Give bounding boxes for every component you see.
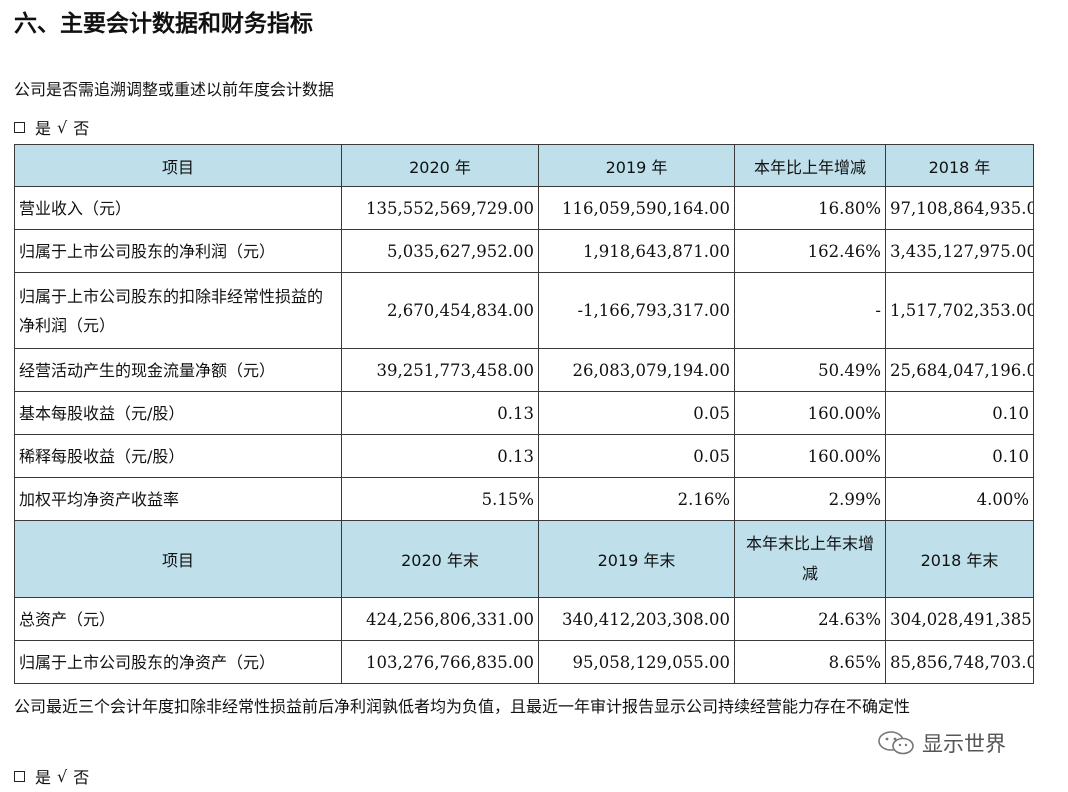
table-row: 归属于上市公司股东的净资产（元） 103,276,766,835.00 95,0…	[14, 640, 1034, 684]
table-row: 归属于上市公司股东的扣除非经常性损益的净利润（元） 2,670,454,834.…	[14, 272, 1034, 349]
watermark: 显示世界	[876, 728, 1006, 758]
row-label: 归属于上市公司股东的净资产（元）	[14, 640, 342, 684]
row-label: 营业收入（元）	[14, 186, 342, 230]
cell-value: 5,035,627,952.00	[341, 229, 539, 273]
cell-value: 3,435,127,975.00	[885, 229, 1034, 273]
cell-value: 50.49%	[734, 348, 886, 392]
header-change-end: 本年末比上年末增减	[734, 520, 886, 598]
table-row: 经营活动产生的现金流量净额（元） 39,251,773,458.00 26,08…	[14, 348, 1034, 392]
cell-value: 2.99%	[734, 477, 886, 521]
cell-value: 2.16%	[538, 477, 735, 521]
cell-value: 1,517,702,353.00	[885, 272, 1034, 349]
cell-value: 340,412,203,308.00	[538, 597, 735, 641]
table-row: 加权平均净资产收益率 5.15% 2.16% 2.99% 4.00%	[14, 477, 1034, 521]
cell-value: 39,251,773,458.00	[341, 348, 539, 392]
cell-value: 2,670,454,834.00	[341, 272, 539, 349]
check-mark: √	[57, 766, 68, 786]
cell-value: 24.63%	[734, 597, 886, 641]
cell-value: 0.10	[885, 391, 1034, 435]
row-label: 稀释每股收益（元/股）	[14, 434, 342, 478]
wechat-icon	[878, 731, 914, 755]
table-row: 总资产（元） 424,256,806,331.00 340,412,203,30…	[14, 597, 1034, 641]
cell-value: -1,166,793,317.00	[538, 272, 735, 349]
row-label: 总资产（元）	[14, 597, 342, 641]
restatement-question: 公司是否需追溯调整或重述以前年度会计数据	[14, 80, 335, 99]
cell-value: 160.00%	[734, 391, 886, 435]
section-title: 六、主要会计数据和财务指标	[14, 11, 313, 37]
cell-value: 26,083,079,194.00	[538, 348, 735, 392]
row-label: 加权平均净资产收益率	[14, 477, 342, 521]
restatement-options: 是 √ 否	[14, 115, 89, 139]
cell-value: 103,276,766,835.00	[341, 640, 539, 684]
header-2020-end: 2020 年末	[341, 520, 539, 598]
cell-value: 95,058,129,055.00	[538, 640, 735, 684]
table-row: 归属于上市公司股东的净利润（元） 5,035,627,952.00 1,918,…	[14, 229, 1034, 273]
cell-value: 4.00%	[885, 477, 1034, 521]
financial-data-table: 项目 2020 年 2019 年 本年比上年增减 2018 年 营业收入（元） …	[14, 144, 1034, 684]
cell-value: 1,918,643,871.00	[538, 229, 735, 273]
table-row: 稀释每股收益（元/股） 0.13 0.05 160.00% 0.10	[14, 434, 1034, 478]
header-change: 本年比上年增减	[734, 144, 886, 187]
cell-value: 0.13	[341, 391, 539, 435]
cell-value: 304,028,491,385.00	[885, 597, 1034, 641]
cell-value: -	[734, 272, 886, 349]
unchecked-box-icon	[14, 770, 25, 782]
cell-value: 424,256,806,331.00	[341, 597, 539, 641]
cell-value: 0.05	[538, 391, 735, 435]
header-2018: 2018 年	[885, 144, 1034, 187]
table-header-row: 项目 2020 年末 2019 年末 本年末比上年末增减 2018 年末	[14, 520, 1034, 598]
cell-value: 160.00%	[734, 434, 886, 478]
option-yes: 是	[35, 768, 52, 787]
watermark-text: 显示世界	[922, 732, 1006, 756]
cell-value: 8.65%	[734, 640, 886, 684]
cell-value: 5.15%	[341, 477, 539, 521]
header-item: 项目	[14, 520, 342, 598]
cell-value: 116,059,590,164.00	[538, 186, 735, 230]
cell-value: 0.10	[885, 434, 1034, 478]
option-yes: 是	[35, 119, 52, 138]
cell-value: 135,552,569,729.00	[341, 186, 539, 230]
header-2018-end: 2018 年末	[885, 520, 1034, 598]
header-2019-end: 2019 年末	[538, 520, 735, 598]
cell-value: 16.80%	[734, 186, 886, 230]
row-label: 归属于上市公司股东的扣除非经常性损益的净利润（元）	[14, 272, 342, 349]
header-2020: 2020 年	[341, 144, 539, 187]
cell-value: 0.13	[341, 434, 539, 478]
row-label: 基本每股收益（元/股）	[14, 391, 342, 435]
table-row: 基本每股收益（元/股） 0.13 0.05 160.00% 0.10	[14, 391, 1034, 435]
cell-value: 85,856,748,703.00	[885, 640, 1034, 684]
cell-value: 162.46%	[734, 229, 886, 273]
cell-value: 97,108,864,935.00	[885, 186, 1034, 230]
row-label: 经营活动产生的现金流量净额（元）	[14, 348, 342, 392]
going-concern-note: 公司最近三个会计年度扣除非经常性损益前后净利润孰低者均为负值，且最近一年审计报告…	[14, 697, 911, 716]
cell-value: 25,684,047,196.00	[885, 348, 1034, 392]
going-concern-options: 是 √ 否	[14, 764, 89, 788]
check-mark: √	[57, 117, 68, 137]
table-row: 营业收入（元） 135,552,569,729.00 116,059,590,1…	[14, 186, 1034, 230]
table-header-row: 项目 2020 年 2019 年 本年比上年增减 2018 年	[14, 144, 1034, 187]
row-label: 归属于上市公司股东的净利润（元）	[14, 229, 342, 273]
cell-value: 0.05	[538, 434, 735, 478]
header-item: 项目	[14, 144, 342, 187]
header-2019: 2019 年	[538, 144, 735, 187]
unchecked-box-icon	[14, 121, 25, 133]
option-no: 否	[73, 768, 90, 787]
option-no: 否	[73, 119, 90, 138]
